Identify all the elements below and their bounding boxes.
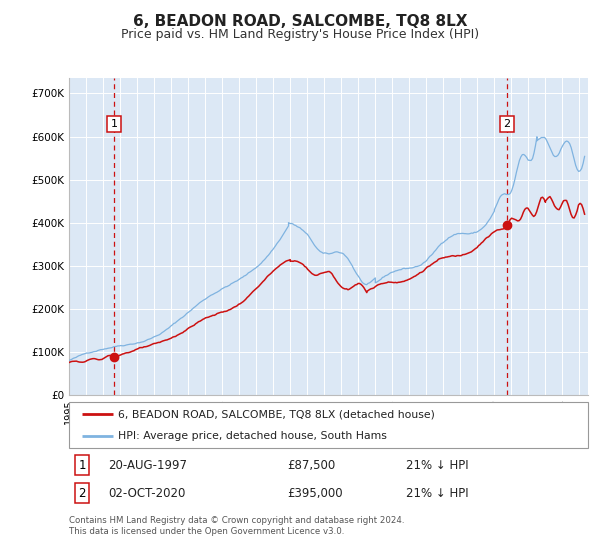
Text: 6, BEADON ROAD, SALCOMBE, TQ8 8LX (detached house): 6, BEADON ROAD, SALCOMBE, TQ8 8LX (detac… — [118, 409, 435, 419]
Text: 6, BEADON ROAD, SALCOMBE, TQ8 8LX: 6, BEADON ROAD, SALCOMBE, TQ8 8LX — [133, 14, 467, 29]
Text: Price paid vs. HM Land Registry's House Price Index (HPI): Price paid vs. HM Land Registry's House … — [121, 28, 479, 41]
Text: 20-AUG-1997: 20-AUG-1997 — [108, 459, 187, 472]
Text: 2: 2 — [78, 487, 86, 500]
Text: Contains HM Land Registry data © Crown copyright and database right 2024.
This d: Contains HM Land Registry data © Crown c… — [69, 516, 404, 536]
Text: 1: 1 — [78, 459, 86, 472]
Text: 02-OCT-2020: 02-OCT-2020 — [108, 487, 185, 500]
Text: £87,500: £87,500 — [287, 459, 335, 472]
Text: 21% ↓ HPI: 21% ↓ HPI — [406, 487, 469, 500]
Text: 2: 2 — [503, 119, 511, 129]
Text: 21% ↓ HPI: 21% ↓ HPI — [406, 459, 469, 472]
Text: £395,000: £395,000 — [287, 487, 343, 500]
Text: 1: 1 — [110, 119, 118, 129]
Text: HPI: Average price, detached house, South Hams: HPI: Average price, detached house, Sout… — [118, 431, 387, 441]
